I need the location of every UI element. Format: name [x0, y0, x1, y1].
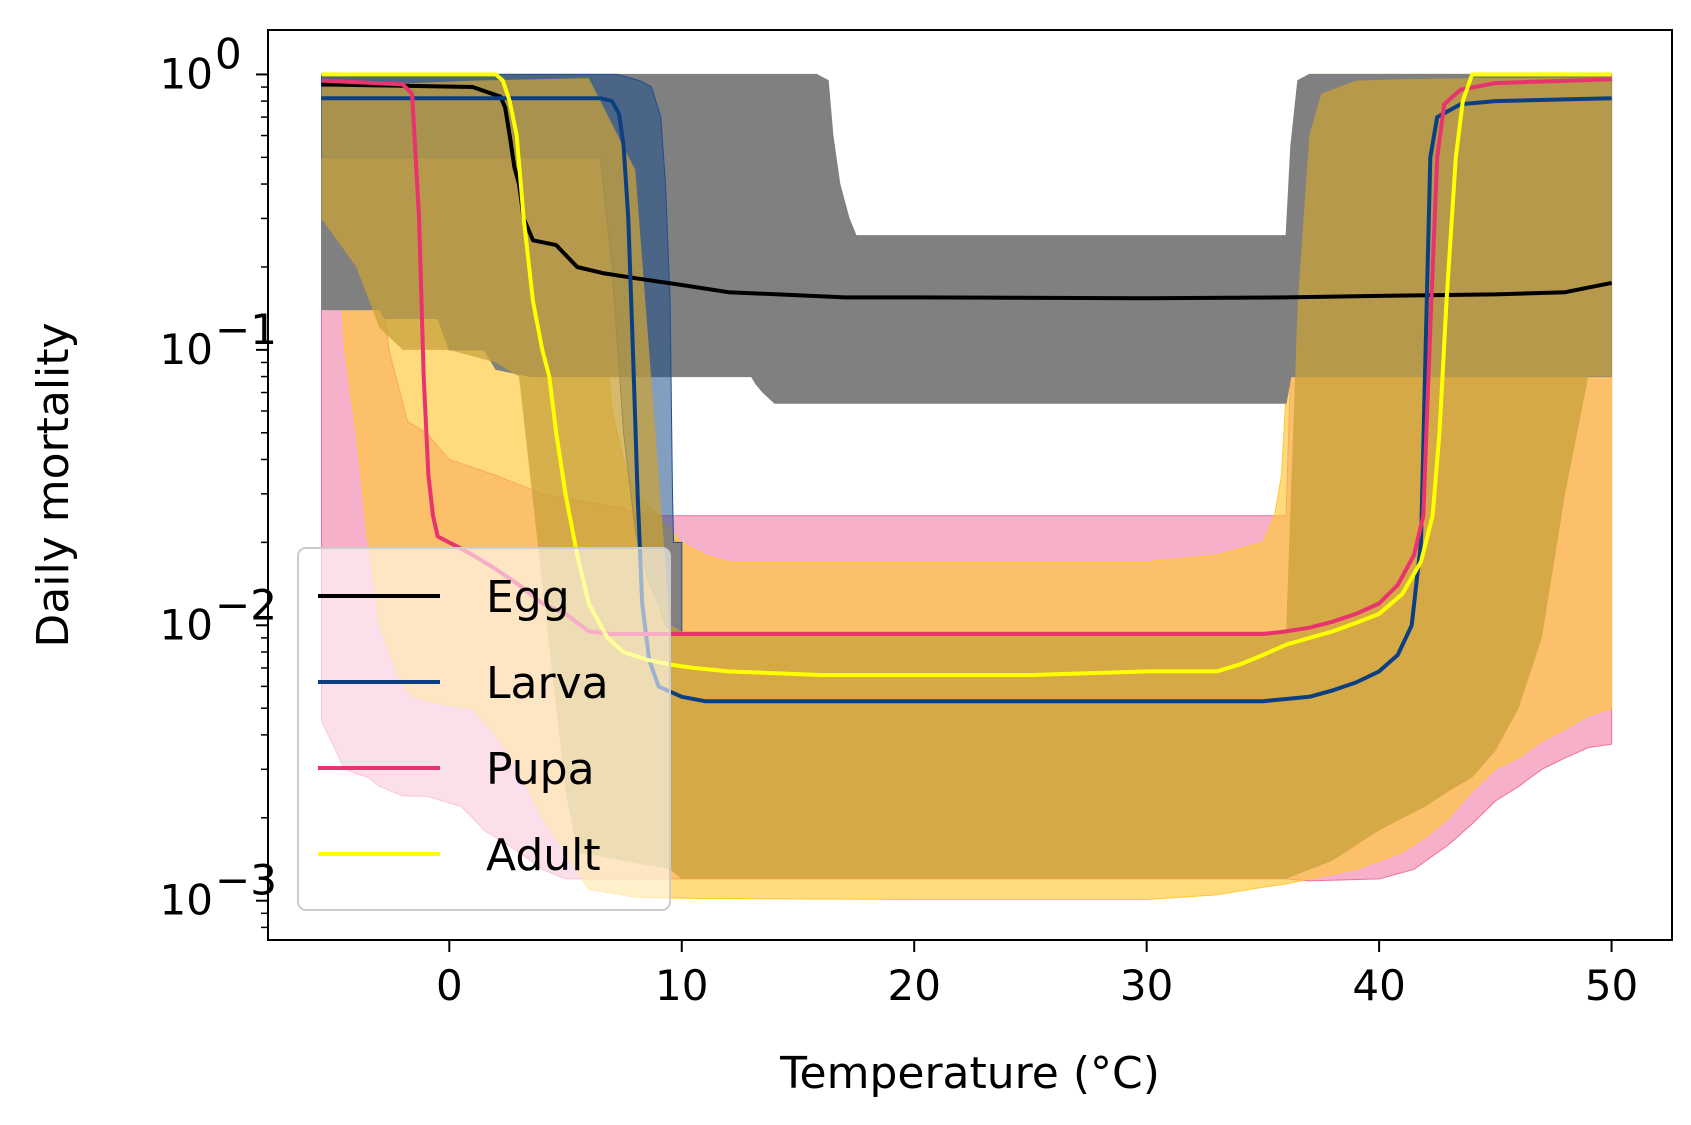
y-tick-exponent: −2: [215, 580, 277, 629]
line-pupa: [321, 77, 1612, 636]
series-lines: [321, 72, 1612, 704]
legend-label-egg: Egg: [486, 572, 570, 623]
y-tick-exponent: 0: [215, 29, 242, 78]
x-tick-label: 0: [436, 961, 463, 1010]
plot-frame: [267, 29, 1673, 941]
x-tick-label: 30: [1120, 961, 1173, 1010]
line-larva: [321, 96, 1612, 704]
x-axis: 0 10 20 30 40 50: [436, 940, 1638, 1010]
legend-label-larva: Larva: [486, 658, 609, 709]
x-tick-label: 40: [1352, 961, 1405, 1010]
y-tick-exponent: −3: [215, 856, 277, 905]
legend: Egg Larva Pupa Adult: [297, 547, 671, 911]
y-tick-label: 10: [160, 325, 213, 374]
line-egg: [321, 82, 1612, 301]
legend-label-pupa: Pupa: [486, 744, 595, 795]
line-adult: [321, 72, 1612, 677]
x-tick-label: 20: [887, 961, 940, 1010]
legend-label-adult: Adult: [486, 830, 601, 881]
legend-box: [297, 547, 671, 911]
x-tick-label: 10: [655, 961, 708, 1010]
y-tick-label: 10: [160, 876, 213, 925]
x-tick-label: 50: [1585, 961, 1638, 1010]
y-tick-label: 10: [160, 600, 213, 649]
y-tick-label: 10: [160, 49, 213, 98]
y-tick-exponent: −1: [215, 305, 277, 354]
y-axis-label: Daily mortality: [28, 322, 79, 647]
x-axis-label: Temperature (°C): [779, 1048, 1160, 1099]
